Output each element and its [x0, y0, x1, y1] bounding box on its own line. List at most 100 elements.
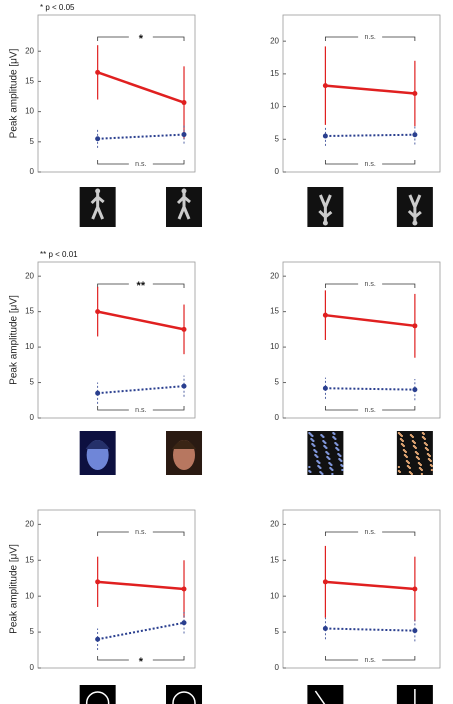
series-line: [325, 315, 414, 326]
noise-dot: [340, 460, 342, 462]
noise-dot: [406, 456, 408, 458]
y-tick-label: 0: [275, 413, 280, 422]
y-tick-label: 10: [270, 591, 279, 600]
y-tick-label: 10: [270, 342, 279, 351]
noise-dot: [319, 467, 321, 469]
point: [95, 391, 100, 396]
y-tick-label: 15: [25, 77, 34, 86]
plot-frame: [38, 262, 195, 418]
series-line: [98, 135, 184, 139]
point: [182, 100, 187, 105]
noise-dot: [341, 465, 343, 467]
point: [412, 628, 417, 633]
bracket-label: n.s.: [135, 407, 146, 414]
stimulus-image: [307, 685, 343, 704]
noise-dot: [417, 453, 419, 455]
bracket-label: n.s.: [364, 407, 375, 414]
point: [323, 386, 328, 391]
point: [95, 136, 100, 141]
point: [412, 323, 417, 328]
noise-dot: [431, 465, 433, 467]
point: [182, 587, 187, 592]
noise-dot: [337, 449, 339, 451]
noise-dot: [421, 469, 423, 471]
figure-head: [182, 189, 187, 194]
noise-dot: [333, 433, 335, 435]
series-line: [325, 582, 414, 589]
noise-dot: [423, 433, 425, 435]
noise-dot: [431, 469, 433, 471]
noise-dot: [412, 436, 414, 438]
noise-dot: [430, 460, 432, 462]
y-tick-label: 20: [270, 271, 279, 280]
stimulus-image: [166, 431, 202, 475]
y-tick-label: 0: [30, 167, 35, 176]
series-line: [98, 312, 184, 330]
noise-dot: [399, 471, 401, 473]
point: [412, 132, 417, 137]
plot-frame: [38, 15, 195, 172]
y-tick-label: 5: [275, 134, 280, 143]
noise-dot: [426, 444, 428, 446]
series-line: [98, 623, 184, 640]
y-axis-label: Peak amplitude [μV]: [9, 48, 20, 138]
y-tick-label: 5: [30, 378, 35, 387]
noise-dot: [398, 466, 400, 468]
noise-dot: [318, 462, 320, 464]
y-tick-label: 5: [30, 627, 35, 636]
noise-dot: [409, 467, 411, 469]
y-tick-label: 15: [270, 69, 279, 78]
series-line: [325, 135, 414, 136]
stimulus-image: [307, 431, 343, 475]
noise-dot: [312, 440, 314, 442]
figure: 05101520Peak amplitude [μV]* p < 0.05*n.…: [0, 0, 453, 704]
bracket-label: **: [137, 280, 146, 292]
stimulus-image: [80, 685, 116, 704]
noise-dot: [330, 464, 332, 466]
bracket-label: n.s.: [135, 529, 146, 536]
point: [323, 83, 328, 88]
point: [182, 384, 187, 389]
series-line: [98, 386, 184, 393]
bracket-label: n.s.: [364, 657, 375, 664]
noise-dot: [327, 453, 329, 455]
y-tick-label: 20: [25, 519, 34, 528]
y-tick-label: 20: [25, 271, 34, 280]
series-line: [98, 72, 184, 102]
stimulus-image: [397, 187, 433, 227]
y-tick-label: 20: [270, 36, 279, 45]
point: [182, 620, 187, 625]
y-tick-label: 10: [25, 107, 34, 116]
noise-dot: [315, 451, 317, 453]
bracket-label: n.s.: [135, 161, 146, 168]
noise-dot: [331, 469, 333, 471]
stimulus-image: [166, 187, 202, 227]
noise-dot: [414, 442, 416, 444]
noise-dot: [424, 438, 426, 440]
noise-dot: [334, 438, 336, 440]
y-tick-label: 10: [25, 591, 34, 600]
figure-head: [323, 221, 328, 226]
point: [95, 70, 100, 75]
stimulus-image: [397, 431, 433, 475]
noise-dot: [321, 473, 323, 475]
noise-dot: [402, 440, 404, 442]
noise-dot: [328, 458, 330, 460]
noise-dot: [322, 436, 324, 438]
noise-dot: [311, 435, 313, 437]
noise-dot: [308, 466, 310, 468]
y-tick-label: 5: [275, 627, 280, 636]
noise-dot: [309, 471, 311, 473]
stimulus-image: [397, 685, 433, 704]
y-tick-label: 10: [25, 342, 34, 351]
noise-dot: [324, 442, 326, 444]
y-tick-label: 5: [275, 378, 280, 387]
noise-dot: [408, 462, 410, 464]
point: [95, 637, 100, 642]
noise-dot: [316, 456, 318, 458]
stimulus-image: [80, 431, 116, 475]
noise-dot: [401, 435, 403, 437]
point: [95, 579, 100, 584]
y-tick-label: 0: [275, 167, 280, 176]
stimulus-image: [166, 685, 202, 704]
